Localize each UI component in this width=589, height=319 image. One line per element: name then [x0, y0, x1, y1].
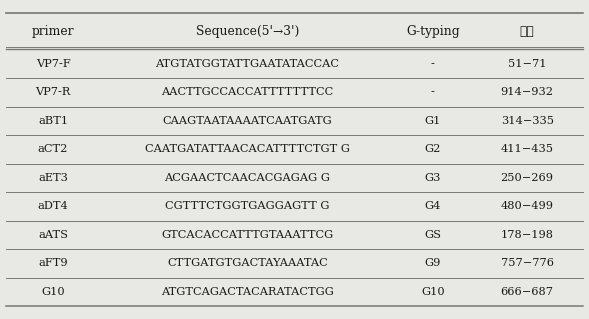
Text: aDT4: aDT4	[38, 201, 68, 211]
Text: G3: G3	[425, 173, 441, 183]
Text: ATGTCAGACTACARATACTGG: ATGTCAGACTACARATACTGG	[161, 287, 334, 297]
Text: CAATGATATTAACACATTTTCTGT G: CAATGATATTAACACATTTTCTGT G	[145, 144, 350, 154]
Text: 480−499: 480−499	[501, 201, 554, 211]
Text: G-typing: G-typing	[406, 25, 460, 38]
Text: 위치: 위치	[519, 25, 535, 38]
Text: aFT9: aFT9	[38, 258, 68, 269]
Text: 314−335: 314−335	[501, 116, 554, 126]
Text: G10: G10	[421, 287, 445, 297]
Text: G9: G9	[425, 258, 441, 269]
Text: VP7-F: VP7-F	[36, 59, 70, 69]
Text: ACGAACTCAACACGAGAG G: ACGAACTCAACACGAGAG G	[164, 173, 330, 183]
Text: 51−71: 51−71	[508, 59, 547, 69]
Text: Sequence(5'→3'): Sequence(5'→3')	[196, 25, 299, 38]
Text: -: -	[431, 59, 435, 69]
Text: G2: G2	[425, 144, 441, 154]
Text: CGTTTCTGGTGAGGAGTT G: CGTTTCTGGTGAGGAGTT G	[165, 201, 330, 211]
Text: CAAGTAATAAAATCAATGATG: CAAGTAATAAAATCAATGATG	[163, 116, 332, 126]
Text: CTTGATGTGACTAYAAATAC: CTTGATGTGACTAYAAATAC	[167, 258, 327, 269]
Text: G10: G10	[41, 287, 65, 297]
Text: 250−269: 250−269	[501, 173, 554, 183]
Text: -: -	[431, 87, 435, 97]
Text: 666−687: 666−687	[501, 287, 554, 297]
Text: VP7-R: VP7-R	[35, 87, 71, 97]
Text: G4: G4	[425, 201, 441, 211]
Text: 914−932: 914−932	[501, 87, 554, 97]
Text: G1: G1	[425, 116, 441, 126]
Text: aCT2: aCT2	[38, 144, 68, 154]
Text: 757−776: 757−776	[501, 258, 554, 269]
Text: aBT1: aBT1	[38, 116, 68, 126]
Text: aATS: aATS	[38, 230, 68, 240]
Text: 178−198: 178−198	[501, 230, 554, 240]
Text: aET3: aET3	[38, 173, 68, 183]
Text: primer: primer	[32, 25, 74, 38]
Text: GTCACACCATTTGTAAATTCG: GTCACACCATTTGTAAATTCG	[161, 230, 333, 240]
Text: GS: GS	[425, 230, 441, 240]
Text: ATGTATGGTATTGAATATACCAC: ATGTATGGTATTGAATATACCAC	[155, 59, 339, 69]
Text: AACTTGCCACCATTTTTTTCC: AACTTGCCACCATTTTTTTCC	[161, 87, 333, 97]
Text: 411−435: 411−435	[501, 144, 554, 154]
